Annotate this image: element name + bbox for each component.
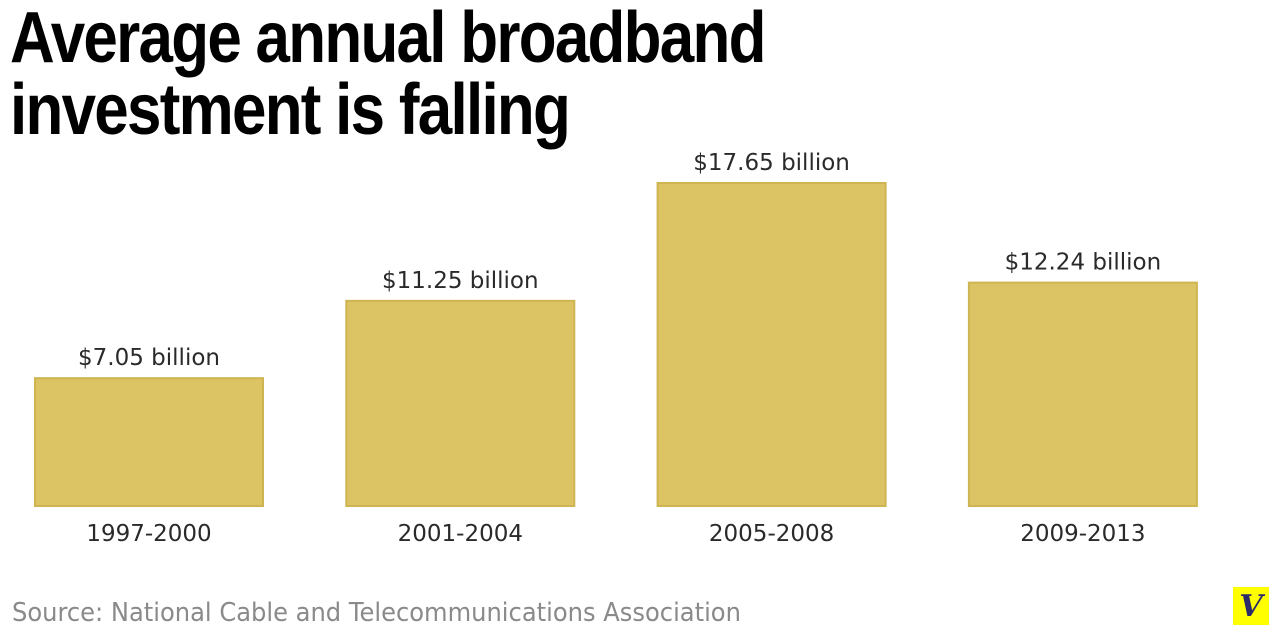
data-label: $12.24 billion bbox=[1005, 250, 1162, 276]
data-label: $11.25 billion bbox=[382, 268, 539, 294]
category-label: 2009-2013 bbox=[1020, 521, 1145, 547]
bar-2001-2004 bbox=[345, 299, 576, 507]
category-label: 2005-2008 bbox=[709, 521, 834, 547]
logo-letter: V bbox=[1239, 588, 1263, 624]
bar-2005-2008 bbox=[656, 182, 887, 507]
bar-1997-2000 bbox=[34, 377, 264, 508]
bar-2009-2013 bbox=[967, 281, 1198, 507]
source-note: Source: National Cable and Telecommunica… bbox=[12, 598, 741, 628]
chart-title: Average annual broadband investment is f… bbox=[10, 0, 766, 150]
category-label: 1997-2000 bbox=[86, 521, 211, 547]
data-label: $17.65 billion bbox=[693, 150, 850, 176]
category-label: 2001-2004 bbox=[398, 521, 523, 547]
data-label: $7.05 billion bbox=[78, 345, 220, 371]
vox-logo: V bbox=[1233, 587, 1269, 625]
